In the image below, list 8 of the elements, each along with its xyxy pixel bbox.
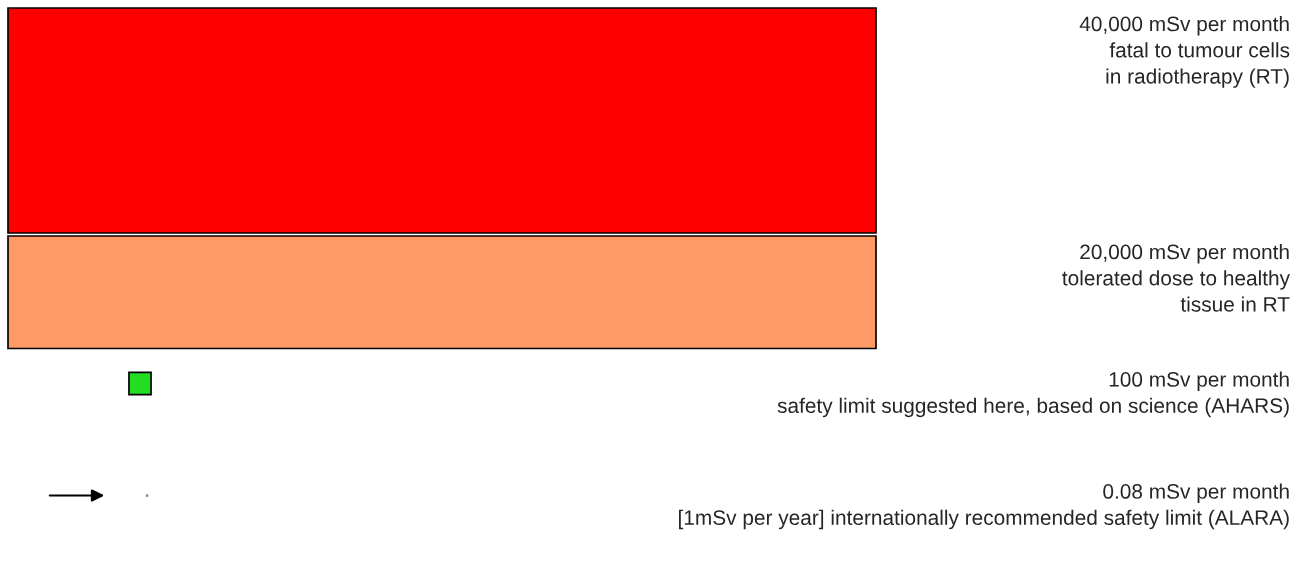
- data-label: 100 mSv per month: [1109, 371, 1289, 391]
- category-label: fatal to tumour cells in radiotherapy (RT): [1106, 42, 1290, 88]
- data-label: 40,000 mSv per month: [1079, 16, 1289, 36]
- category-label: [1mSv per year] internationally recommended safety limit (ALARA): [679, 509, 1289, 530]
- category-label: tolerated dose to healthy tissue in RT: [1062, 270, 1290, 312]
- category-label: safety limit suggested here, based on science (AHARS): [777, 397, 1289, 418]
- data-label: 0.08 mSv per month: [1103, 483, 1289, 503]
- data-label: 20,000 mSv per month: [1080, 244, 1289, 264]
